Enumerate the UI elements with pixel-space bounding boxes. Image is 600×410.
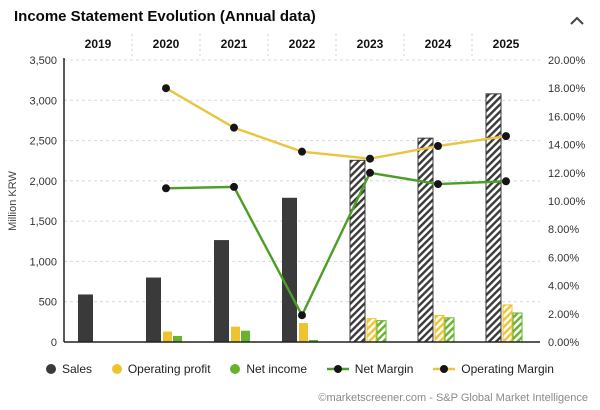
net-margin-point (230, 182, 238, 191)
left-axis-tick: 3,500 (29, 55, 57, 67)
left-axis-tick: 1,500 (29, 216, 57, 228)
operating-margin-point (434, 142, 442, 151)
year-label: 2021 (221, 37, 248, 51)
right-axis-tick: 12.00% (548, 168, 586, 180)
left-axis-title: Million KRW (7, 171, 19, 231)
legend-label: Operating Margin (461, 362, 554, 376)
operating-profit-bar (231, 326, 240, 342)
legend-label: Operating profit (127, 362, 211, 376)
operating-margin-point (230, 123, 238, 132)
net-margin-line (165, 171, 507, 318)
chevron-up-icon (570, 16, 584, 25)
legend-label: Net Margin (354, 362, 414, 376)
right-axis-tick: 20.00% (548, 55, 586, 67)
sales-swatch-icon (46, 364, 56, 374)
left-axis-tick: 500 (39, 297, 57, 309)
sales-bar (485, 93, 502, 343)
operating-margin-point (298, 147, 306, 156)
net-income-bar (241, 330, 250, 342)
net-margin-point (434, 180, 442, 189)
sales-bar (417, 137, 434, 343)
right-axis-tick: 4.00% (548, 281, 579, 293)
net-margin-point (366, 168, 374, 177)
right-axis-tick: 2.00% (548, 309, 579, 321)
year-label: 2020 (153, 37, 180, 51)
right-axis-tick: 16.00% (548, 111, 586, 123)
operating-margin-point (366, 154, 374, 163)
legend-item-sales[interactable]: Sales (46, 362, 92, 376)
sales-bar (146, 277, 161, 342)
right-axis-tick: 10.00% (548, 196, 586, 208)
legend-label: Net income (246, 362, 308, 376)
operating-profit-bar (434, 314, 445, 343)
left-axis-tick: 2,000 (29, 176, 57, 188)
legend-item-operating-margin[interactable]: Operating Margin (433, 362, 554, 376)
page-title: Income Statement Evolution (Annual data) (14, 8, 316, 25)
operating-profit-bar (502, 304, 513, 343)
operating-margin-line (165, 87, 507, 160)
net-margin-point (298, 311, 306, 320)
operating-profit-bar (299, 323, 308, 342)
left-axis-tick: 3,000 (29, 95, 57, 107)
operating-margin-swatch-icon (433, 365, 456, 373)
net-income-bar (173, 335, 182, 342)
attribution-text: ©marketscreener.com - S&P Global Market … (318, 392, 588, 404)
net-income-bar (309, 339, 318, 342)
net-margin-point (162, 184, 170, 193)
legend-item-net-income[interactable]: Net income (230, 362, 307, 376)
operating-profit-bar (163, 331, 172, 342)
right-axis-tick: 18.00% (548, 83, 586, 95)
year-label: 2025 (493, 37, 520, 51)
collapse-button[interactable] (566, 10, 588, 31)
net-income-swatch-icon (230, 364, 241, 374)
net-income-bar (444, 317, 455, 343)
operating-profit-bar (366, 318, 377, 343)
net-income-bar (376, 320, 387, 343)
year-label: 2019 (85, 37, 112, 51)
sales-bar (78, 294, 93, 342)
legend-item-net-margin[interactable]: Net Margin (326, 362, 414, 376)
right-axis-tick: 0.00% (548, 337, 579, 349)
operating-margin-point (162, 84, 170, 93)
year-label: 2024 (425, 37, 452, 51)
operating-margin-point (502, 132, 510, 141)
net-margin-swatch-icon (326, 365, 349, 373)
left-axis-tick: 1,000 (29, 256, 57, 268)
left-axis-tick: 0 (51, 337, 57, 349)
right-axis-tick: 14.00% (548, 140, 586, 152)
right-axis-tick: 8.00% (548, 224, 579, 236)
year-label: 2022 (289, 37, 316, 51)
net-income-bar (512, 312, 523, 343)
operating-profit-swatch-icon (111, 364, 122, 374)
right-axis-tick: 6.00% (548, 252, 579, 264)
income-statement-chart: 0 500 1,000 1,500 2,000 2,500 3,000 3,500 0.00% 2… (7, 34, 586, 349)
left-axis-tick: 2,500 (29, 136, 57, 148)
legend: Sales Operating profit Net income Net Margi… (0, 362, 600, 376)
sales-bar (214, 240, 229, 342)
net-margin-point (502, 177, 510, 186)
legend-label: Sales (62, 362, 93, 376)
legend-item-operating-profit[interactable]: Operating profit (111, 362, 211, 376)
year-label: 2023 (357, 37, 384, 51)
sales-bar (282, 197, 297, 342)
